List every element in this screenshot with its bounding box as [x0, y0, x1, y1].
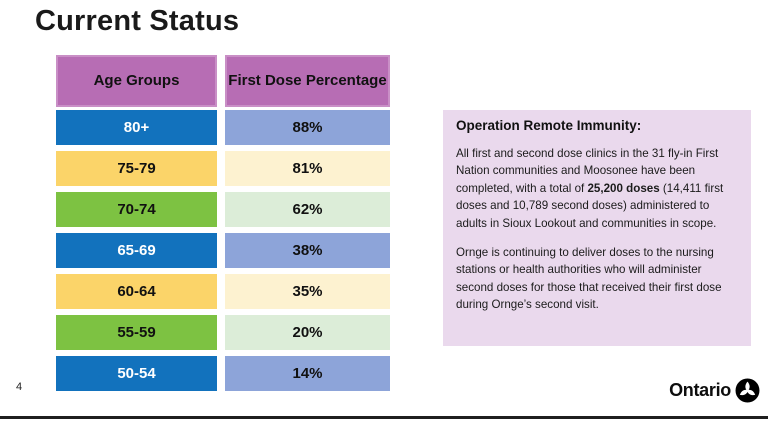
table-row: 75-79 81%	[56, 151, 390, 186]
table-row: 70-74 62%	[56, 192, 390, 227]
infobox-p1-text: All first and second dose clinics in the…	[456, 147, 719, 195]
age-group-cell: 65-69	[56, 233, 217, 268]
infobox-p1-text-after: (14,411 first doses and 10,789 second do…	[456, 181, 724, 230]
slide-bottom-border	[0, 416, 768, 419]
age-group-cell: 80+	[56, 110, 217, 145]
age-group-cell: 75-79	[56, 151, 217, 186]
table-row: 60-64 35%	[56, 274, 390, 309]
table-header-row: Age Groups First Dose Percentage	[56, 55, 390, 107]
dose-table: Age Groups First Dose Percentage 80+ 88%…	[56, 55, 390, 397]
percentage-cell: 81%	[225, 151, 390, 186]
header-age-groups: Age Groups	[56, 55, 217, 107]
table-row: 55-59 20%	[56, 315, 390, 350]
percentage-cell: 38%	[225, 233, 390, 268]
infobox-paragraph-2: Ornge is continuing to deliver doses to …	[456, 245, 722, 312]
header-first-dose-percentage: First Dose Percentage	[225, 55, 390, 107]
trillium-icon	[735, 378, 760, 403]
age-group-cell: 55-59	[56, 315, 217, 350]
table-row: 50-54 14%	[56, 356, 390, 391]
infobox-p1-bold-doses: 25,200 doses	[587, 181, 660, 195]
infobox-title: Operation Remote Immunity:	[456, 118, 642, 133]
percentage-cell: 88%	[225, 110, 390, 145]
ontario-logo: Ontario	[669, 378, 760, 403]
operation-remote-immunity-panel: Operation Remote Immunity: All first and…	[443, 110, 751, 346]
infobox-paragraph-1: All first and second dose clinics in the…	[456, 145, 738, 232]
age-group-cell: 50-54	[56, 356, 217, 391]
page-number: 4	[16, 381, 23, 393]
ontario-logo-text: Ontario	[669, 380, 731, 400]
table-row: 80+ 88%	[56, 110, 390, 145]
percentage-cell: 35%	[225, 274, 390, 309]
table-row: 65-69 38%	[56, 233, 390, 268]
age-group-cell: 70-74	[56, 192, 217, 227]
age-group-cell: 60-64	[56, 274, 217, 309]
percentage-cell: 20%	[225, 315, 390, 350]
percentage-cell: 14%	[225, 356, 390, 391]
page-title: Current Status	[35, 5, 240, 37]
percentage-cell: 62%	[225, 192, 390, 227]
